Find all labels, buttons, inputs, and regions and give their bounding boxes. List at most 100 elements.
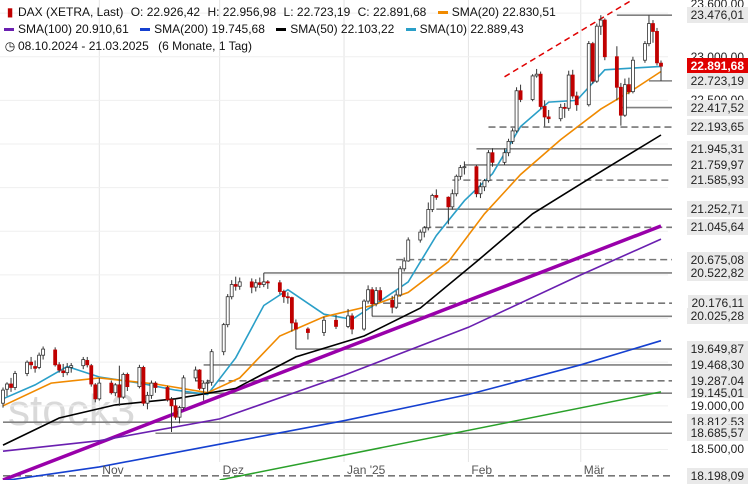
candle-body	[13, 373, 17, 388]
candle	[13, 370, 17, 391]
ohlc-open-label: O:	[130, 5, 144, 19]
period-detail: (6 Monate, 1 Tag)	[158, 39, 252, 53]
legend-item-sma50[interactable]: SMA(50) 22.103,22	[276, 22, 394, 36]
candle-body	[490, 152, 495, 163]
sma10-value: 22.889,43	[470, 22, 524, 36]
candle-body	[53, 349, 58, 366]
candle	[454, 174, 459, 197]
y-axis-label: 20.025,28	[686, 308, 748, 325]
legend-item-sma20[interactable]: SMA(20) 22.830,51	[437, 5, 556, 19]
candle	[1, 387, 5, 408]
y-axis-label: 21.585,93	[686, 172, 748, 189]
legend-item-sma200[interactable]: SMA(200) 19.745,68	[140, 22, 265, 36]
sma10-swatch	[405, 28, 416, 32]
candle	[25, 360, 29, 377]
candle-body	[446, 196, 451, 208]
candle	[69, 363, 74, 373]
candle-body	[618, 86, 623, 116]
sma100-value: 20.910,61	[75, 22, 129, 36]
candle-body	[474, 166, 479, 195]
candle-body	[458, 167, 463, 177]
candle-body	[514, 90, 519, 132]
candle	[562, 102, 567, 118]
candle	[57, 362, 62, 373]
candle-body	[566, 74, 571, 109]
candle	[546, 109, 551, 124]
sma50-swatch	[276, 28, 287, 32]
candle	[117, 365, 122, 406]
candle-body	[281, 291, 286, 298]
candle	[193, 366, 198, 382]
candle	[334, 315, 338, 330]
legend-item-sma10[interactable]: SMA(10) 22.889,43	[405, 22, 524, 36]
candle	[518, 84, 523, 103]
candle-body	[117, 384, 122, 398]
candle	[446, 196, 451, 225]
candle	[570, 69, 575, 99]
candle	[261, 272, 266, 288]
sma50-value: 22.103,22	[340, 22, 395, 36]
watermark: stock3	[8, 386, 135, 435]
candle-body	[647, 23, 651, 45]
clock-icon: ◷	[4, 39, 16, 53]
y-axis-label: 20.522,82	[686, 264, 748, 281]
y-axis-label: 18.198,09	[686, 467, 748, 484]
last-price-label: 22.891,68	[686, 58, 748, 75]
y-axis-label: 19.287,04	[686, 372, 748, 389]
y-axis-label: 21.252,71	[686, 201, 748, 218]
sma200-swatch	[140, 28, 151, 32]
sma100-swatch	[4, 28, 14, 32]
candle-body	[169, 399, 174, 407]
candle	[137, 364, 142, 389]
candle	[277, 280, 282, 295]
legend-row-3: ◷ 08.10.2024 - 21.03.2025 (6 Monate, 1 Ta…	[4, 38, 252, 54]
candle-body	[558, 106, 563, 120]
candle	[209, 349, 214, 386]
candle	[590, 41, 595, 84]
x-tick-label: Nov	[102, 463, 123, 477]
x-axis: Nov Dez Jan '25 Feb Mär	[102, 463, 604, 477]
candle	[257, 277, 262, 288]
candle-body	[145, 394, 150, 404]
candle-body	[25, 361, 29, 374]
candle	[542, 100, 547, 127]
candle-body	[225, 296, 230, 326]
candle	[651, 20, 655, 43]
candle-body	[390, 299, 395, 308]
candle-body	[502, 152, 507, 163]
candle-body	[518, 90, 523, 100]
candle-body	[602, 19, 607, 58]
candle-body	[462, 166, 467, 169]
candle	[534, 68, 539, 78]
candle	[265, 280, 270, 289]
candle	[165, 385, 170, 402]
candle	[478, 182, 483, 199]
candle-body	[285, 296, 290, 299]
y-axis-label: 18.500,00	[686, 441, 748, 458]
candle	[9, 377, 13, 392]
candle-body	[65, 367, 70, 374]
candle	[406, 237, 411, 262]
candle	[121, 372, 126, 399]
candle	[486, 150, 491, 183]
candle	[627, 77, 631, 95]
candle	[631, 56, 635, 94]
candle	[502, 148, 507, 165]
legend-item-sma100[interactable]: SMA(100) 20.910,61	[4, 22, 129, 36]
x-tick-label: Dez	[223, 463, 244, 477]
candle	[530, 74, 535, 102]
candle-body	[627, 84, 631, 93]
candle-body	[659, 62, 663, 67]
candle	[53, 347, 58, 367]
candle	[538, 71, 543, 110]
candle-body	[598, 19, 603, 27]
candle-body	[277, 282, 282, 292]
candle-body	[253, 282, 258, 288]
candle	[97, 377, 102, 401]
candle-body	[546, 116, 551, 120]
candle-body	[430, 195, 435, 210]
candle	[618, 82, 623, 126]
candle	[430, 193, 435, 213]
ohlc-high-label: H:	[207, 5, 220, 19]
